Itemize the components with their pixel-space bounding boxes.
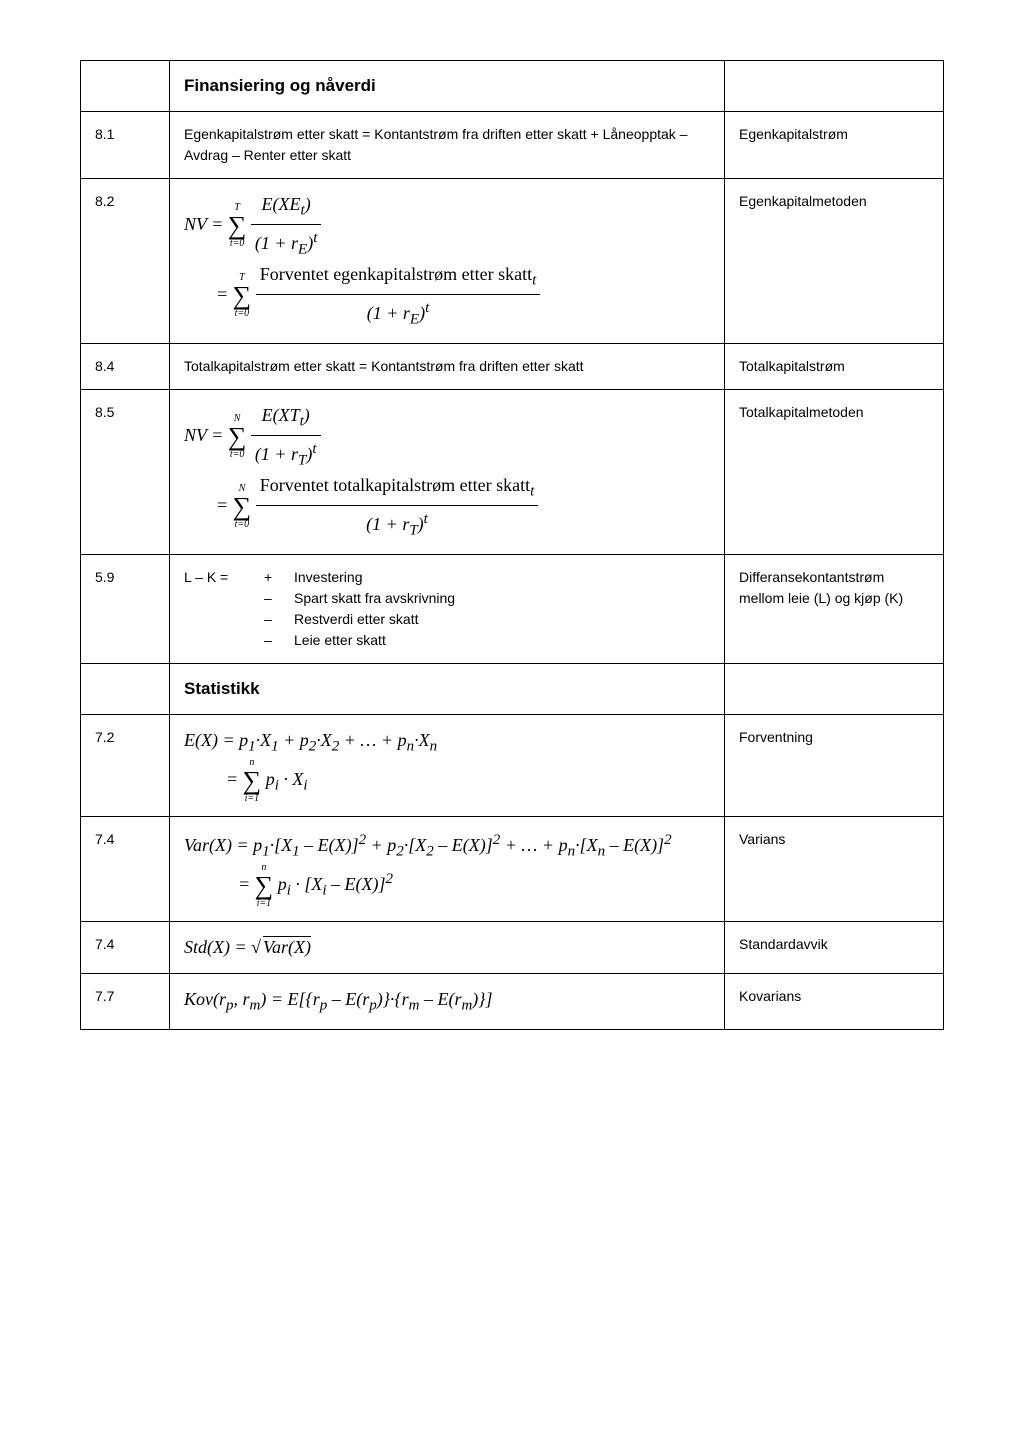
row-body: Var(X) = p1·[X1 – E(X)]2 + p2·[X2 – E(X)… bbox=[170, 816, 725, 921]
section-title-finance: Finansiering og nåverdi bbox=[170, 61, 725, 112]
row-body: NV = N∑t=0 E(XTt)(1 + rT)t = N∑t=0 Forve… bbox=[170, 389, 725, 554]
row-body: Kov(rp, rm) = E[{rp – E(rp)}·{rm – E(rm)… bbox=[170, 973, 725, 1029]
row-body: L – K =+Investering –Spart skatt fra avs… bbox=[170, 555, 725, 664]
row-body: E(X) = p1·X1 + p2·X2 + … + pn·Xn = n∑i=1… bbox=[170, 714, 725, 816]
row-body: Std(X) = √Var(X) bbox=[170, 921, 725, 973]
row-number: 7.4 bbox=[81, 921, 170, 973]
row-7-7: 7.7 Kov(rp, rm) = E[{rp – E(rp)}·{rm – E… bbox=[81, 973, 944, 1029]
row-number: 8.5 bbox=[81, 389, 170, 554]
row-8-4: 8.4 Totalkapitalstrøm etter skatt = Kont… bbox=[81, 343, 944, 389]
row-8-5: 8.5 NV = N∑t=0 E(XTt)(1 + rT)t = N∑t=0 F… bbox=[81, 389, 944, 554]
row-body: Egenkapitalstrøm etter skatt = Kontantst… bbox=[170, 111, 725, 178]
row-7-2: 7.2 E(X) = p1·X1 + p2·X2 + … + pn·Xn = n… bbox=[81, 714, 944, 816]
row-label: Kovarians bbox=[725, 973, 944, 1029]
section-row-stats: Statistikk bbox=[81, 664, 944, 715]
formula-table: Finansiering og nåverdi 8.1 Egenkapitals… bbox=[80, 60, 944, 1030]
row-label: Standardavvik bbox=[725, 921, 944, 973]
row-number: 7.4 bbox=[81, 816, 170, 921]
row-label: Differansekontantstrøm mellom leie (L) o… bbox=[725, 555, 944, 664]
row-body: Totalkapitalstrøm etter skatt = Kontants… bbox=[170, 343, 725, 389]
row-label: Varians bbox=[725, 816, 944, 921]
row-body: NV = T∑t=0 E(XEt)(1 + rE)t = T∑t=0 Forve… bbox=[170, 178, 725, 343]
row-5-9: 5.9 L – K =+Investering –Spart skatt fra… bbox=[81, 555, 944, 664]
row-number: 8.2 bbox=[81, 178, 170, 343]
row-label: Totalkapitalmetoden bbox=[725, 389, 944, 554]
section-title-stats: Statistikk bbox=[170, 664, 725, 715]
row-number: 7.2 bbox=[81, 714, 170, 816]
row-number: 8.4 bbox=[81, 343, 170, 389]
row-7-4-std: 7.4 Std(X) = √Var(X) Standardavvik bbox=[81, 921, 944, 973]
section-row-finance: Finansiering og nåverdi bbox=[81, 61, 944, 112]
row-8-2: 8.2 NV = T∑t=0 E(XEt)(1 + rE)t = T∑t=0 F… bbox=[81, 178, 944, 343]
row-number: 5.9 bbox=[81, 555, 170, 664]
row-label: Egenkapitalstrøm bbox=[725, 111, 944, 178]
row-label: Egenkapitalmetoden bbox=[725, 178, 944, 343]
row-label: Forventning bbox=[725, 714, 944, 816]
row-label: Totalkapitalstrøm bbox=[725, 343, 944, 389]
row-number: 8.1 bbox=[81, 111, 170, 178]
row-7-4-var: 7.4 Var(X) = p1·[X1 – E(X)]2 + p2·[X2 – … bbox=[81, 816, 944, 921]
lk-lead: L – K = bbox=[184, 567, 264, 588]
row-8-1: 8.1 Egenkapitalstrøm etter skatt = Konta… bbox=[81, 111, 944, 178]
row-number: 7.7 bbox=[81, 973, 170, 1029]
